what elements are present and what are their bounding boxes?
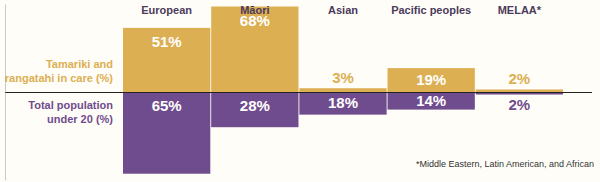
data-label: 18% <box>328 94 358 111</box>
legend: Tamariki andrangatahi in care (%) Total p… <box>5 58 114 125</box>
chart-svg: EuropeanMāoriAsianPacific peoplesMELAA*T… <box>0 0 600 182</box>
data-label: 2% <box>509 96 531 113</box>
data-label: 51% <box>152 33 182 50</box>
tick <box>5 92 592 93</box>
bar <box>388 92 475 110</box>
bar <box>123 28 210 92</box>
y-axis-lower <box>5 93 6 181</box>
bars <box>123 7 563 174</box>
category-label: Pacific peoples <box>391 4 471 16</box>
footnote: *Middle Eastern, Latin American, and Afr… <box>416 159 594 169</box>
baseline <box>5 92 592 93</box>
category-label: European <box>141 4 192 16</box>
data-label: 68% <box>240 12 270 29</box>
bar <box>211 7 298 92</box>
bar <box>299 88 386 92</box>
bar <box>388 68 475 92</box>
bar <box>123 92 210 174</box>
category-label: MELAA* <box>498 4 542 16</box>
category-labels: EuropeanMāoriAsianPacific peoplesMELAA* <box>141 4 541 16</box>
bar <box>211 92 298 127</box>
data-label: 19% <box>416 71 446 88</box>
y-axis <box>5 5 592 93</box>
category-label: Asian <box>328 4 358 16</box>
legend-entry: Tamariki andrangatahi in care (%) <box>5 58 114 84</box>
chart-container: EuropeanMāoriAsianPacific peoplesMELAA*T… <box>0 0 600 182</box>
data-label: 28% <box>240 97 270 114</box>
data-label: 14% <box>416 92 446 109</box>
data-labels: 51% 68% 3% 19% 2% 65% 28% 18% 14% 2% <box>152 12 531 114</box>
bar <box>299 92 386 115</box>
data-label: 2% <box>509 70 531 87</box>
legend-entry: Total populationunder 20 (%) <box>28 99 113 125</box>
axis-line <box>5 93 6 181</box>
data-label: 65% <box>152 97 182 114</box>
bar <box>476 89 563 92</box>
data-label: 3% <box>332 69 354 86</box>
